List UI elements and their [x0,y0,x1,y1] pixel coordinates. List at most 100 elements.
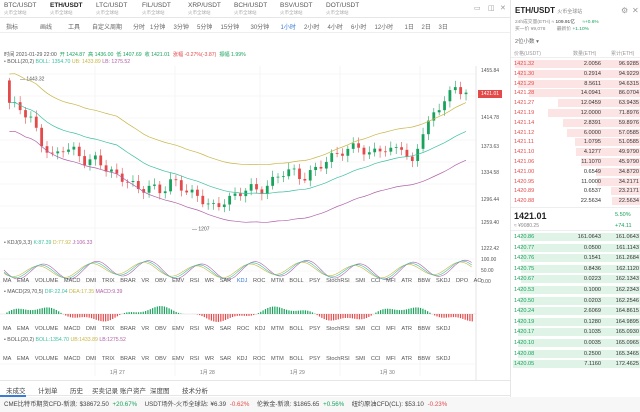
indicator-stochrsi[interactable]: StochRSI [326,326,350,332]
indicator-cci[interactable]: CCI [370,326,381,332]
ask-row[interactable]: 1421.29 8.5611 94.6315 [511,79,640,89]
bid-row[interactable]: 1420.77 0.0500 161.1143 [511,243,640,253]
indicator-dmi[interactable]: DMI [86,326,97,332]
window-icon[interactable]: ▭ [474,5,481,12]
indicator-skdj[interactable]: SKDJ [436,356,451,362]
ask-row[interactable]: 1420.95 11.0000 34.2171 [511,177,640,187]
period-button-8[interactable]: 4小时 [327,25,343,31]
bid-row[interactable]: 1420.75 0.8436 162.1120 [511,264,640,274]
ask-row[interactable]: 1421.10 4.1277 49.9790 [511,147,640,157]
indicator-ma[interactable]: MA [3,278,12,284]
bid-row[interactable]: 1420.67 0.0223 162.1343 [511,274,640,284]
symbol-tab-7[interactable]: DOT/USDT 火币全球站 [326,2,372,18]
bottom-tab-3[interactable]: 买卖记录 [92,388,118,395]
toolbar-custom-period-button[interactable]: 自定义周期 [92,25,123,31]
ask-row[interactable]: 1421.06 11.1070 45.9790 [511,157,640,167]
toolbar-draw-button[interactable]: 画线 [40,25,53,31]
indicator-bbw[interactable]: BBW [417,356,431,362]
period-button-12[interactable]: 2日 [421,25,431,31]
indicator-emv[interactable]: EMV [172,278,185,284]
indicator-macd[interactable]: MACD [63,278,81,284]
indicator-atr[interactable]: ATR [401,326,413,332]
indicator-kdj[interactable]: KDJ [236,356,248,362]
bid-row[interactable]: 1420.76 0.1541 161.2684 [511,253,640,263]
indicator-skdj[interactable]: SKDJ [436,326,451,332]
ask-row[interactable]: 1421.27 12.0459 63.9435 [511,98,640,108]
indicator-vr[interactable]: VR [141,356,150,362]
indicator-atr[interactable]: ATR [401,278,413,284]
bid-row[interactable]: 1420.08 0.2500 165.3465 [511,349,640,359]
indicator-smi[interactable]: SMI [355,278,366,284]
depth-select[interactable]: 2位小数 ▾ [515,39,539,45]
indicator-trix[interactable]: TRIX [101,326,115,332]
bid-row[interactable]: 1420.53 0.1000 162.2343 [511,285,640,295]
indicator-skdj[interactable]: SKDJ [436,278,451,284]
period-button-3[interactable]: 5分钟 [197,25,213,31]
indicator-mfi[interactable]: MFI [386,278,396,284]
indicator-dmi[interactable]: DMI [86,356,97,362]
indicator-cci[interactable]: CCI [370,278,381,284]
indicator-psy[interactable]: PSY [309,356,321,362]
period-button-4[interactable]: 15分钟 [220,25,240,31]
bid-row[interactable]: 1420.17 0.1035 165.0930 [511,327,640,337]
ask-row[interactable]: 1421.19 12.0000 71.8976 [511,108,640,118]
indicator-psy[interactable]: PSY [309,278,321,284]
indicator-bbw[interactable]: BBW [417,326,431,332]
period-button-10[interactable]: 12小时 [374,25,394,31]
period-button-13[interactable]: 3日 [438,25,448,31]
indicator-mtm[interactable]: MTM [271,278,284,284]
ticker-item[interactable]: USDT场外-火币全球站: ¥6.39 -0.62% [143,401,253,408]
pin-icon[interactable]: ◫ [488,5,495,12]
indicator-vr[interactable]: VR [141,326,150,332]
ticker-item[interactable]: 纽约原油CFD(CL): $53.10 -0.23% [350,401,451,408]
indicator-atr[interactable]: ATR [401,356,413,362]
indicator-volume[interactable]: VOLUME [34,326,59,332]
indicator-obv[interactable]: OBV [154,326,167,332]
indicator-mtm[interactable]: MTM [271,326,284,332]
bid-row[interactable]: 1420.19 0.1280 164.9895 [511,317,640,327]
settings-icon[interactable]: ⚙ [621,6,629,15]
bid-row[interactable]: 1420.86 161.0643 161.0643 [511,232,640,242]
ask-row[interactable]: 1421.00 0.6549 34.8720 [511,167,640,177]
bottom-tab-5[interactable]: 深度图 [150,388,170,395]
indicator-ema[interactable]: EMA [16,356,30,362]
indicator-psy[interactable]: PSY [309,326,321,332]
indicator-ema[interactable]: EMA [16,278,30,284]
indicator-kdj[interactable]: KDJ [254,326,266,332]
indicator-dmi[interactable]: DMI [86,278,97,284]
indicator-boll[interactable]: BOLL [289,326,304,332]
ticker-item[interactable]: 伦敦金-新浪: $1865.65 +0.56% [255,401,348,408]
indicator-mtm[interactable]: MTM [271,356,284,362]
period-button-9[interactable]: 6小时 [351,25,367,31]
toolbar-tools-button[interactable]: 工具 [68,25,81,31]
indicator-ma[interactable]: MA [3,326,12,332]
bottom-tab-1[interactable]: 计划单 [38,388,58,395]
indicator-macd[interactable]: MACD [63,356,81,362]
indicator-rsi[interactable]: RSI [189,356,200,362]
symbol-tab-3[interactable]: FIL/USDT 火币全球站 [142,2,188,18]
indicator-trix[interactable]: TRIX [101,278,115,284]
bid-row[interactable]: 1420.24 2.6069 164.8615 [511,306,640,316]
indicator-brar[interactable]: BRAR [120,326,136,332]
indicator-wr[interactable]: WR [204,356,215,362]
indicator-boll[interactable]: BOLL [289,356,304,362]
indicator-smi[interactable]: SMI [355,326,366,332]
period-button-1[interactable]: 1分钟 [150,25,166,31]
indicator-wr[interactable]: WR [204,326,215,332]
indicator-stochrsi[interactable]: StochRSI [326,278,350,284]
symbol-tab-4[interactable]: XRP/USDT 火币全球站 [188,2,234,18]
ask-row[interactable]: 1421.11 1.0795 51.0585 [511,137,640,147]
indicator-roc[interactable]: ROC [236,326,250,332]
bid-row[interactable]: 1420.50 0.0203 162.2546 [511,296,640,306]
indicator-roc[interactable]: ROC [252,356,266,362]
ask-row[interactable]: 1421.28 14.0941 86.0704 [511,88,640,98]
indicator-mfi[interactable]: MFI [386,326,396,332]
period-button-11[interactable]: 1日 [404,25,414,31]
indicator-ao[interactable]: AO [473,278,482,284]
symbol-tab-5[interactable]: BCH/USDT 火币全球站 [234,2,280,18]
symbol-tab-0[interactable]: BTC/USDT 火币全球站 [4,2,50,18]
indicator-vr[interactable]: VR [141,278,150,284]
period-button-6[interactable]: 1小时 [280,25,296,31]
symbol-tab-2[interactable]: LTC/USDT 火币全球站 [96,2,142,18]
ask-row[interactable]: 1421.32 2.0056 96.9285 [511,59,640,69]
